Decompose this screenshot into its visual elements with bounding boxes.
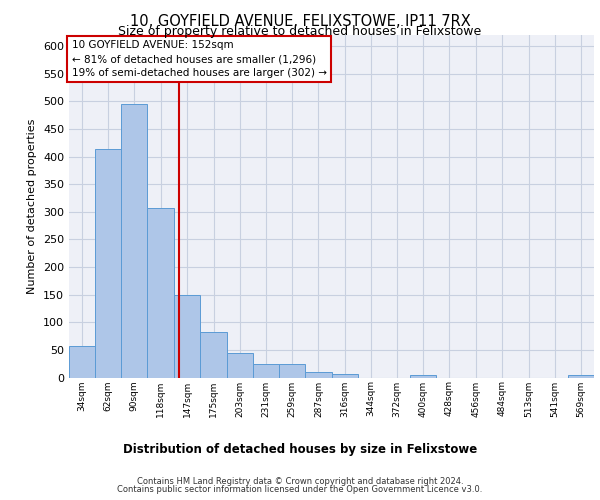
Bar xyxy=(200,332,227,378)
Bar xyxy=(175,294,200,378)
Text: Size of property relative to detached houses in Felixstowe: Size of property relative to detached ho… xyxy=(118,25,482,38)
Bar xyxy=(568,374,594,378)
Bar xyxy=(148,208,175,378)
Bar xyxy=(332,374,358,378)
Bar xyxy=(121,104,148,378)
Bar xyxy=(69,346,95,378)
Text: 10, GOYFIELD AVENUE, FELIXSTOWE, IP11 7RX: 10, GOYFIELD AVENUE, FELIXSTOWE, IP11 7R… xyxy=(130,14,470,29)
Bar xyxy=(279,364,305,378)
Text: Contains HM Land Registry data © Crown copyright and database right 2024.: Contains HM Land Registry data © Crown c… xyxy=(137,478,463,486)
Text: Distribution of detached houses by size in Felixstowe: Distribution of detached houses by size … xyxy=(123,442,477,456)
Y-axis label: Number of detached properties: Number of detached properties xyxy=(28,118,37,294)
Bar xyxy=(95,150,121,378)
Bar xyxy=(253,364,279,378)
Text: Contains public sector information licensed under the Open Government Licence v3: Contains public sector information licen… xyxy=(118,484,482,494)
Bar xyxy=(410,374,436,378)
Bar xyxy=(305,372,332,378)
Bar xyxy=(227,352,253,378)
Text: 10 GOYFIELD AVENUE: 152sqm
← 81% of detached houses are smaller (1,296)
19% of s: 10 GOYFIELD AVENUE: 152sqm ← 81% of deta… xyxy=(71,40,326,78)
